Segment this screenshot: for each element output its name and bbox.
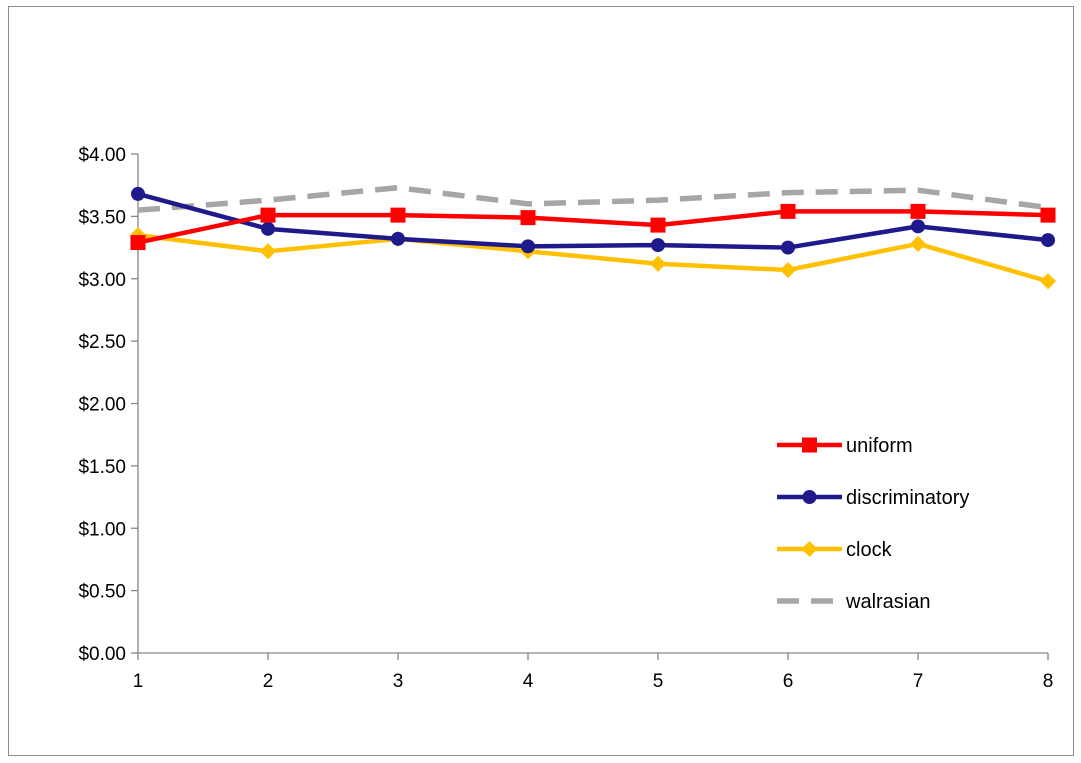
legend-label-walrasian: walrasian: [845, 591, 930, 613]
data-point-discriminatory: [261, 221, 275, 236]
data-point-discriminatory: [1041, 233, 1055, 248]
y-tick-label: $3.00: [78, 270, 126, 291]
data-point-discriminatory: [521, 239, 535, 254]
series-line-walrasian: [137, 184, 1049, 213]
data-point-clock: [780, 262, 796, 279]
data-point-uniform: [260, 207, 276, 223]
series-line-uniform: [137, 209, 1049, 245]
data-point-uniform: [650, 217, 666, 233]
x-tick-label: 2: [263, 671, 274, 692]
x-tick-label: 1: [133, 671, 144, 692]
legend-label-uniform: uniform: [846, 435, 913, 457]
legend-item-clock: clock: [777, 539, 893, 561]
data-point-uniform: [130, 235, 146, 251]
series-line-discriminatory: [137, 191, 1049, 250]
series-clock: [130, 227, 1056, 290]
legend-label-clock: clock: [846, 539, 893, 561]
series-discriminatory: [131, 186, 1055, 255]
y-tick-label: $0.50: [78, 582, 126, 603]
data-point-uniform: [520, 210, 536, 226]
x-tick-label: 6: [783, 671, 794, 692]
data-point-discriminatory: [651, 238, 665, 253]
legend: uniform discriminatory clock walrasian: [777, 435, 969, 613]
data-point-uniform: [910, 203, 926, 219]
chart-frame: [8, 6, 1074, 756]
data-point-uniform: [1040, 207, 1056, 223]
x-tick-label: 7: [913, 671, 924, 692]
data-point-clock: [910, 235, 926, 252]
y-tick-label: $0.00: [78, 644, 126, 665]
series-line-clock: [137, 232, 1049, 284]
data-point-discriminatory: [131, 186, 145, 201]
data-point-clock: [650, 255, 666, 272]
data-point-discriminatory: [391, 231, 405, 246]
series-layer: [130, 184, 1056, 290]
series-uniform: [130, 203, 1056, 251]
y-tick-label: $2.50: [78, 332, 126, 353]
y-tick-label: $1.50: [78, 457, 126, 478]
legend-label-discriminatory: discriminatory: [846, 487, 969, 509]
legend-item-uniform: uniform: [777, 435, 913, 457]
y-tick-label: $1.00: [78, 519, 126, 540]
x-tick-label: 8: [1043, 671, 1054, 692]
axes: $0.00 $0.50 $1.00 $1.50 $2.00 $2.50 $3.00 $3.50…: [78, 145, 1053, 692]
legend-item-discriminatory: discriminatory: [777, 487, 969, 509]
y-tick-label: $2.00: [78, 395, 126, 416]
legend-item-walrasian: walrasian: [777, 591, 930, 613]
data-point-discriminatory: [911, 219, 925, 234]
data-point-discriminatory: [781, 240, 795, 255]
data-point-uniform: [390, 207, 406, 223]
series-walrasian: [137, 184, 1049, 213]
x-tick-label: 5: [653, 671, 664, 692]
x-tick-label: 3: [393, 671, 404, 692]
legend-marker-uniform: [802, 437, 817, 453]
y-tick-label: $3.50: [78, 207, 126, 228]
data-point-uniform: [780, 203, 796, 219]
y-tick-label: $4.00: [78, 145, 126, 166]
legend-marker-discriminatory: [802, 490, 817, 504]
x-tick-label: 4: [523, 671, 534, 692]
data-point-clock: [260, 243, 276, 260]
legend-marker-clock: [801, 541, 818, 557]
data-point-clock: [1040, 273, 1056, 290]
